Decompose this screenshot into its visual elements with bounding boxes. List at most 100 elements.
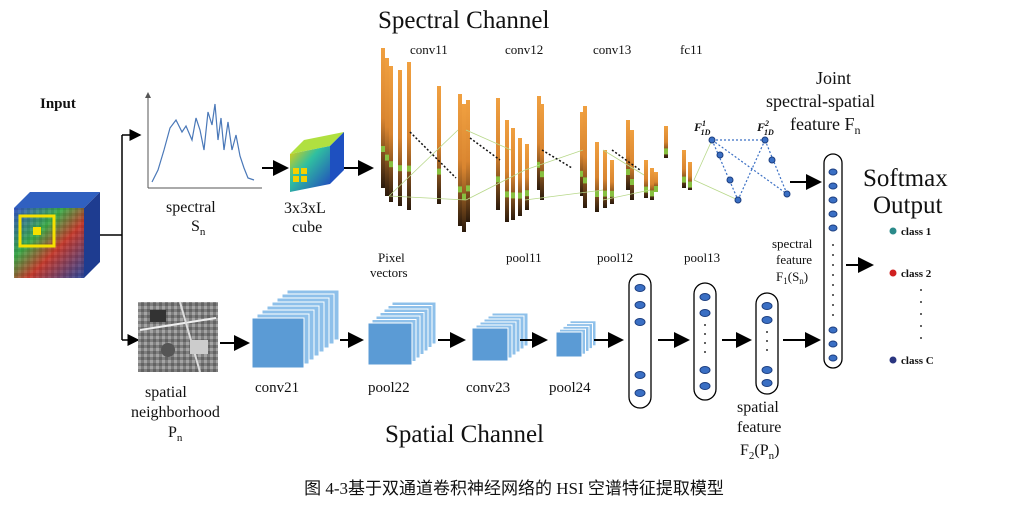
fc-column-node	[634, 301, 646, 309]
label-conv13: conv13	[593, 42, 631, 57]
joint-label-line1: Joint	[816, 68, 851, 88]
feature-bar	[595, 142, 599, 212]
joint-node	[828, 326, 838, 334]
feature-bar	[610, 160, 614, 204]
feature-bar	[682, 150, 686, 188]
class-1-dot	[889, 227, 897, 235]
input-label: Input	[40, 96, 76, 112]
joint-node	[828, 168, 838, 176]
label-pool12: pool12	[597, 250, 633, 265]
joint-node	[828, 196, 838, 204]
feature-bar	[511, 128, 515, 220]
input-branch-connector	[100, 129, 142, 346]
feature-bar	[537, 96, 541, 190]
fc-node	[734, 196, 742, 204]
spatial-feature-label-2: feature	[737, 419, 781, 436]
fc-column	[628, 273, 652, 409]
class-c-dot	[889, 356, 897, 364]
feature-bar	[462, 104, 466, 232]
label-conv11: conv11	[410, 42, 448, 57]
class-1-label: class 1	[901, 226, 931, 238]
spectral-channel-title: Spectral Channel	[378, 7, 550, 34]
feature-bar	[496, 98, 500, 210]
feature-bar	[458, 94, 462, 226]
network-diagram: Spectral Channel Spatial Channel Softmax…	[14, 7, 948, 462]
fc-column-node	[699, 366, 711, 374]
joint-label-line3: feature Fn	[790, 114, 860, 137]
feature-bar	[437, 86, 441, 204]
fc-column-node	[699, 382, 711, 390]
class-2-label: class 2	[901, 268, 932, 280]
feature-bar	[688, 162, 692, 190]
joint-feature-column	[823, 153, 843, 369]
spectral-label: spectral	[166, 199, 216, 216]
cube-label-line2: cube	[292, 219, 322, 236]
softmax-title-line2: Output	[873, 192, 943, 219]
fc-layer-nodes	[693, 136, 791, 204]
feature-map	[251, 317, 305, 369]
softmax-title-line1: Softmax	[863, 165, 948, 192]
feature-bar	[466, 100, 470, 222]
joint-node	[828, 340, 838, 348]
fc-node	[726, 176, 734, 184]
label-pool13: pool13	[684, 250, 720, 265]
feature-bar	[407, 62, 411, 210]
feature-bar	[654, 172, 658, 192]
fc-column-node	[761, 302, 773, 310]
joint-label-line2: spectral-spatial	[766, 91, 875, 111]
highlight-square	[18, 214, 56, 248]
feature-bar	[381, 48, 385, 188]
fc-column-node	[699, 309, 711, 317]
label-pool24: pool24	[549, 380, 591, 396]
fc-column-node	[761, 316, 773, 324]
cube-3x3xl-image	[290, 132, 344, 192]
spectral-sn-label: Sn	[191, 218, 206, 238]
feature-map	[471, 327, 509, 362]
label-conv23: conv23	[466, 380, 510, 396]
feature-bar	[644, 160, 648, 198]
f1d-1-label: F1 1D	[693, 119, 711, 137]
class-2-dot	[889, 269, 897, 277]
fc-node	[783, 190, 791, 198]
fc-node	[761, 136, 769, 144]
joint-node	[828, 210, 838, 218]
pixel-vectors-label-2: vectors	[370, 265, 408, 280]
cube-label-line1: 3x3xL	[284, 200, 326, 217]
feature-bar	[664, 126, 668, 158]
feature-map	[367, 322, 413, 366]
spatial-channel-title: Spatial Channel	[385, 421, 544, 448]
feature-bar	[525, 144, 529, 210]
joint-node	[828, 354, 838, 362]
feature-bar	[603, 150, 607, 208]
feature-bar	[580, 112, 584, 196]
spatial-label-3: Pn	[168, 424, 183, 444]
pixel-vectors-label-1: Pixel	[378, 250, 405, 265]
spectral-feature-label-1: spectral	[772, 236, 813, 251]
fc-node	[708, 136, 716, 144]
feature-bar	[626, 120, 630, 190]
label-pool22: pool22	[368, 380, 410, 396]
joint-node	[828, 182, 838, 190]
fc-node	[768, 156, 776, 164]
fc-column-node	[634, 318, 646, 326]
feature-bar	[540, 104, 544, 200]
feature-map	[555, 331, 583, 358]
spectral-feature-bars	[381, 48, 692, 232]
f1d-2-label: F2 1D	[756, 119, 774, 137]
label-fc11: fc11	[680, 42, 703, 57]
fc-column-node	[761, 379, 773, 387]
spatial-feature-label-1: spatial	[737, 399, 779, 416]
spatial-label-1: spatial	[145, 384, 187, 401]
class-list: class 1 class 2 class C	[889, 226, 934, 367]
fc-column-node	[634, 284, 646, 292]
hsi-cube-image	[14, 192, 100, 278]
feature-bar	[650, 168, 654, 200]
spatial-feature-label-3: F2(Pn)	[740, 442, 779, 462]
feature-bar	[389, 66, 393, 202]
spectral-feature-label-3: F1(Sn)	[776, 269, 808, 286]
spectral-feature-label-2: feature	[776, 252, 812, 267]
fc-column	[693, 282, 717, 401]
spectral-curve-plot	[145, 92, 262, 189]
fc-column-node	[634, 371, 646, 379]
label-conv12: conv12	[505, 42, 543, 57]
